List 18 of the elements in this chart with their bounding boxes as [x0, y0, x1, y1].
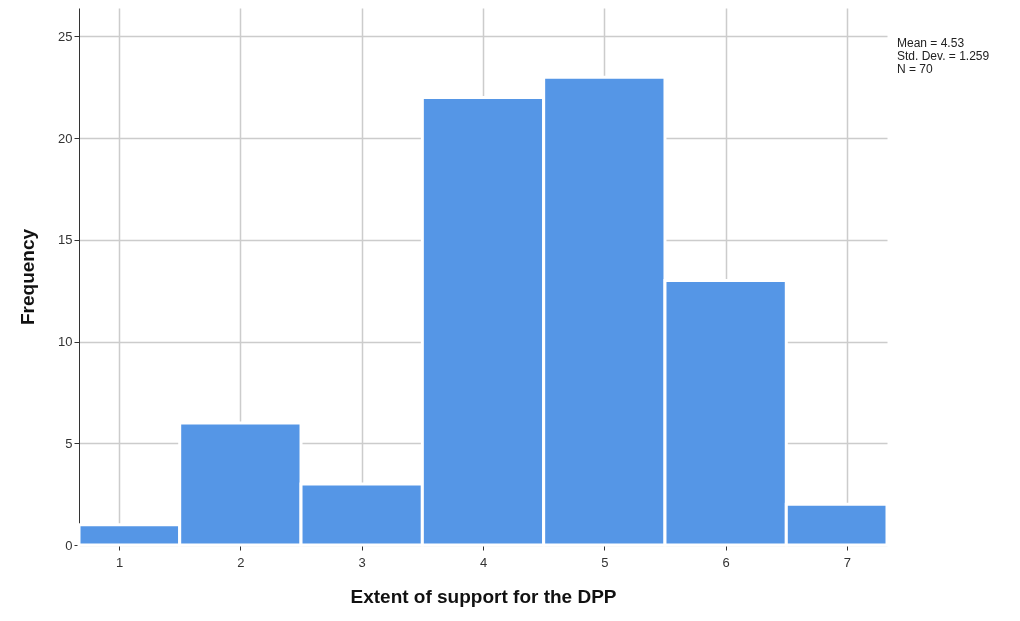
x-tick-label: 7	[843, 554, 852, 570]
y-tick-label: 20	[58, 130, 73, 146]
x-axis-title: Extent of support for the DPP	[350, 585, 617, 607]
y-tick-label: 0	[65, 537, 73, 553]
y-tick-label: 10	[58, 334, 73, 350]
y-tick-label: 25	[58, 28, 73, 44]
y-tick-label: 15	[58, 232, 73, 248]
x-tick-label: 2	[237, 554, 245, 570]
y-axis-title: Frequency	[17, 228, 39, 326]
text: N = 70	[897, 62, 934, 76]
x-tick-label: 1	[115, 554, 124, 570]
x-tick-label: 4	[479, 554, 488, 570]
x-tick-label: 5	[601, 554, 609, 570]
y-tick-label: 5	[65, 435, 73, 451]
x-tick-label: 6	[722, 554, 730, 570]
text: Std. Dev. = 1.259	[897, 49, 990, 63]
text: Mean = 4.53	[897, 36, 965, 50]
x-tick-label: 3	[358, 554, 366, 570]
